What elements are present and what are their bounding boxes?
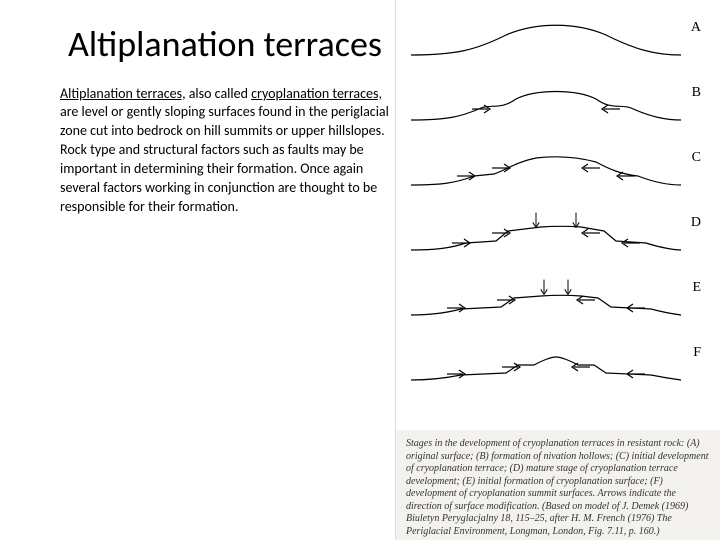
- arrow-right-icon: [500, 358, 522, 368]
- profile-row-e: E: [396, 270, 720, 330]
- profile-curve: [406, 205, 686, 265]
- text-column: Altiplanation terraces Altiplanation ter…: [60, 25, 390, 217]
- body-paragraph: Altiplanation terraces, also called cryo…: [60, 85, 390, 217]
- arrow-right-icon: [450, 234, 472, 244]
- profile-curve: [406, 10, 686, 70]
- arrow-right-icon: [445, 299, 467, 309]
- page-title: Altiplanation terraces: [60, 25, 390, 65]
- arrow-right-icon: [490, 224, 512, 234]
- profile-curve: [406, 140, 686, 200]
- profile-label: E: [692, 280, 701, 296]
- profile-row-d: D: [396, 205, 720, 265]
- arrow-down-icon: [571, 211, 581, 229]
- arrow-right-icon: [490, 159, 512, 169]
- figure-caption: Stages in the development of cryoplanati…: [406, 438, 711, 538]
- profile-label: B: [692, 85, 701, 101]
- arrow-down-icon: [563, 278, 573, 296]
- profile-label: C: [692, 150, 701, 166]
- profile-label: D: [691, 215, 701, 231]
- diagram-panel: A B C D E F Stages in the development of cryo…: [395, 0, 720, 540]
- arrow-left-icon: [570, 358, 592, 368]
- arrow-down-icon: [531, 211, 541, 229]
- arrow-right-icon: [495, 291, 517, 301]
- arrow-right-icon: [445, 365, 467, 375]
- profile-label: F: [693, 345, 701, 361]
- profile-row-c: C: [396, 140, 720, 200]
- profile-label: A: [691, 20, 701, 36]
- arrow-left-icon: [600, 100, 622, 110]
- arrow-down-icon: [539, 278, 549, 296]
- profile-row-f: F: [396, 335, 720, 395]
- arrow-left-icon: [625, 299, 647, 309]
- arrow-left-icon: [615, 167, 637, 177]
- profile-curve: [406, 75, 686, 135]
- arrow-left-icon: [625, 365, 647, 375]
- profile-row-a: A: [396, 10, 720, 70]
- arrow-left-icon: [580, 159, 602, 169]
- arrow-right-icon: [470, 100, 492, 110]
- arrow-left-icon: [580, 224, 602, 234]
- profile-row-b: B: [396, 75, 720, 135]
- arrow-right-icon: [455, 167, 477, 177]
- terrace-diagram: A B C D E F: [396, 0, 720, 430]
- arrow-left-icon: [575, 291, 597, 301]
- arrow-left-icon: [620, 234, 642, 244]
